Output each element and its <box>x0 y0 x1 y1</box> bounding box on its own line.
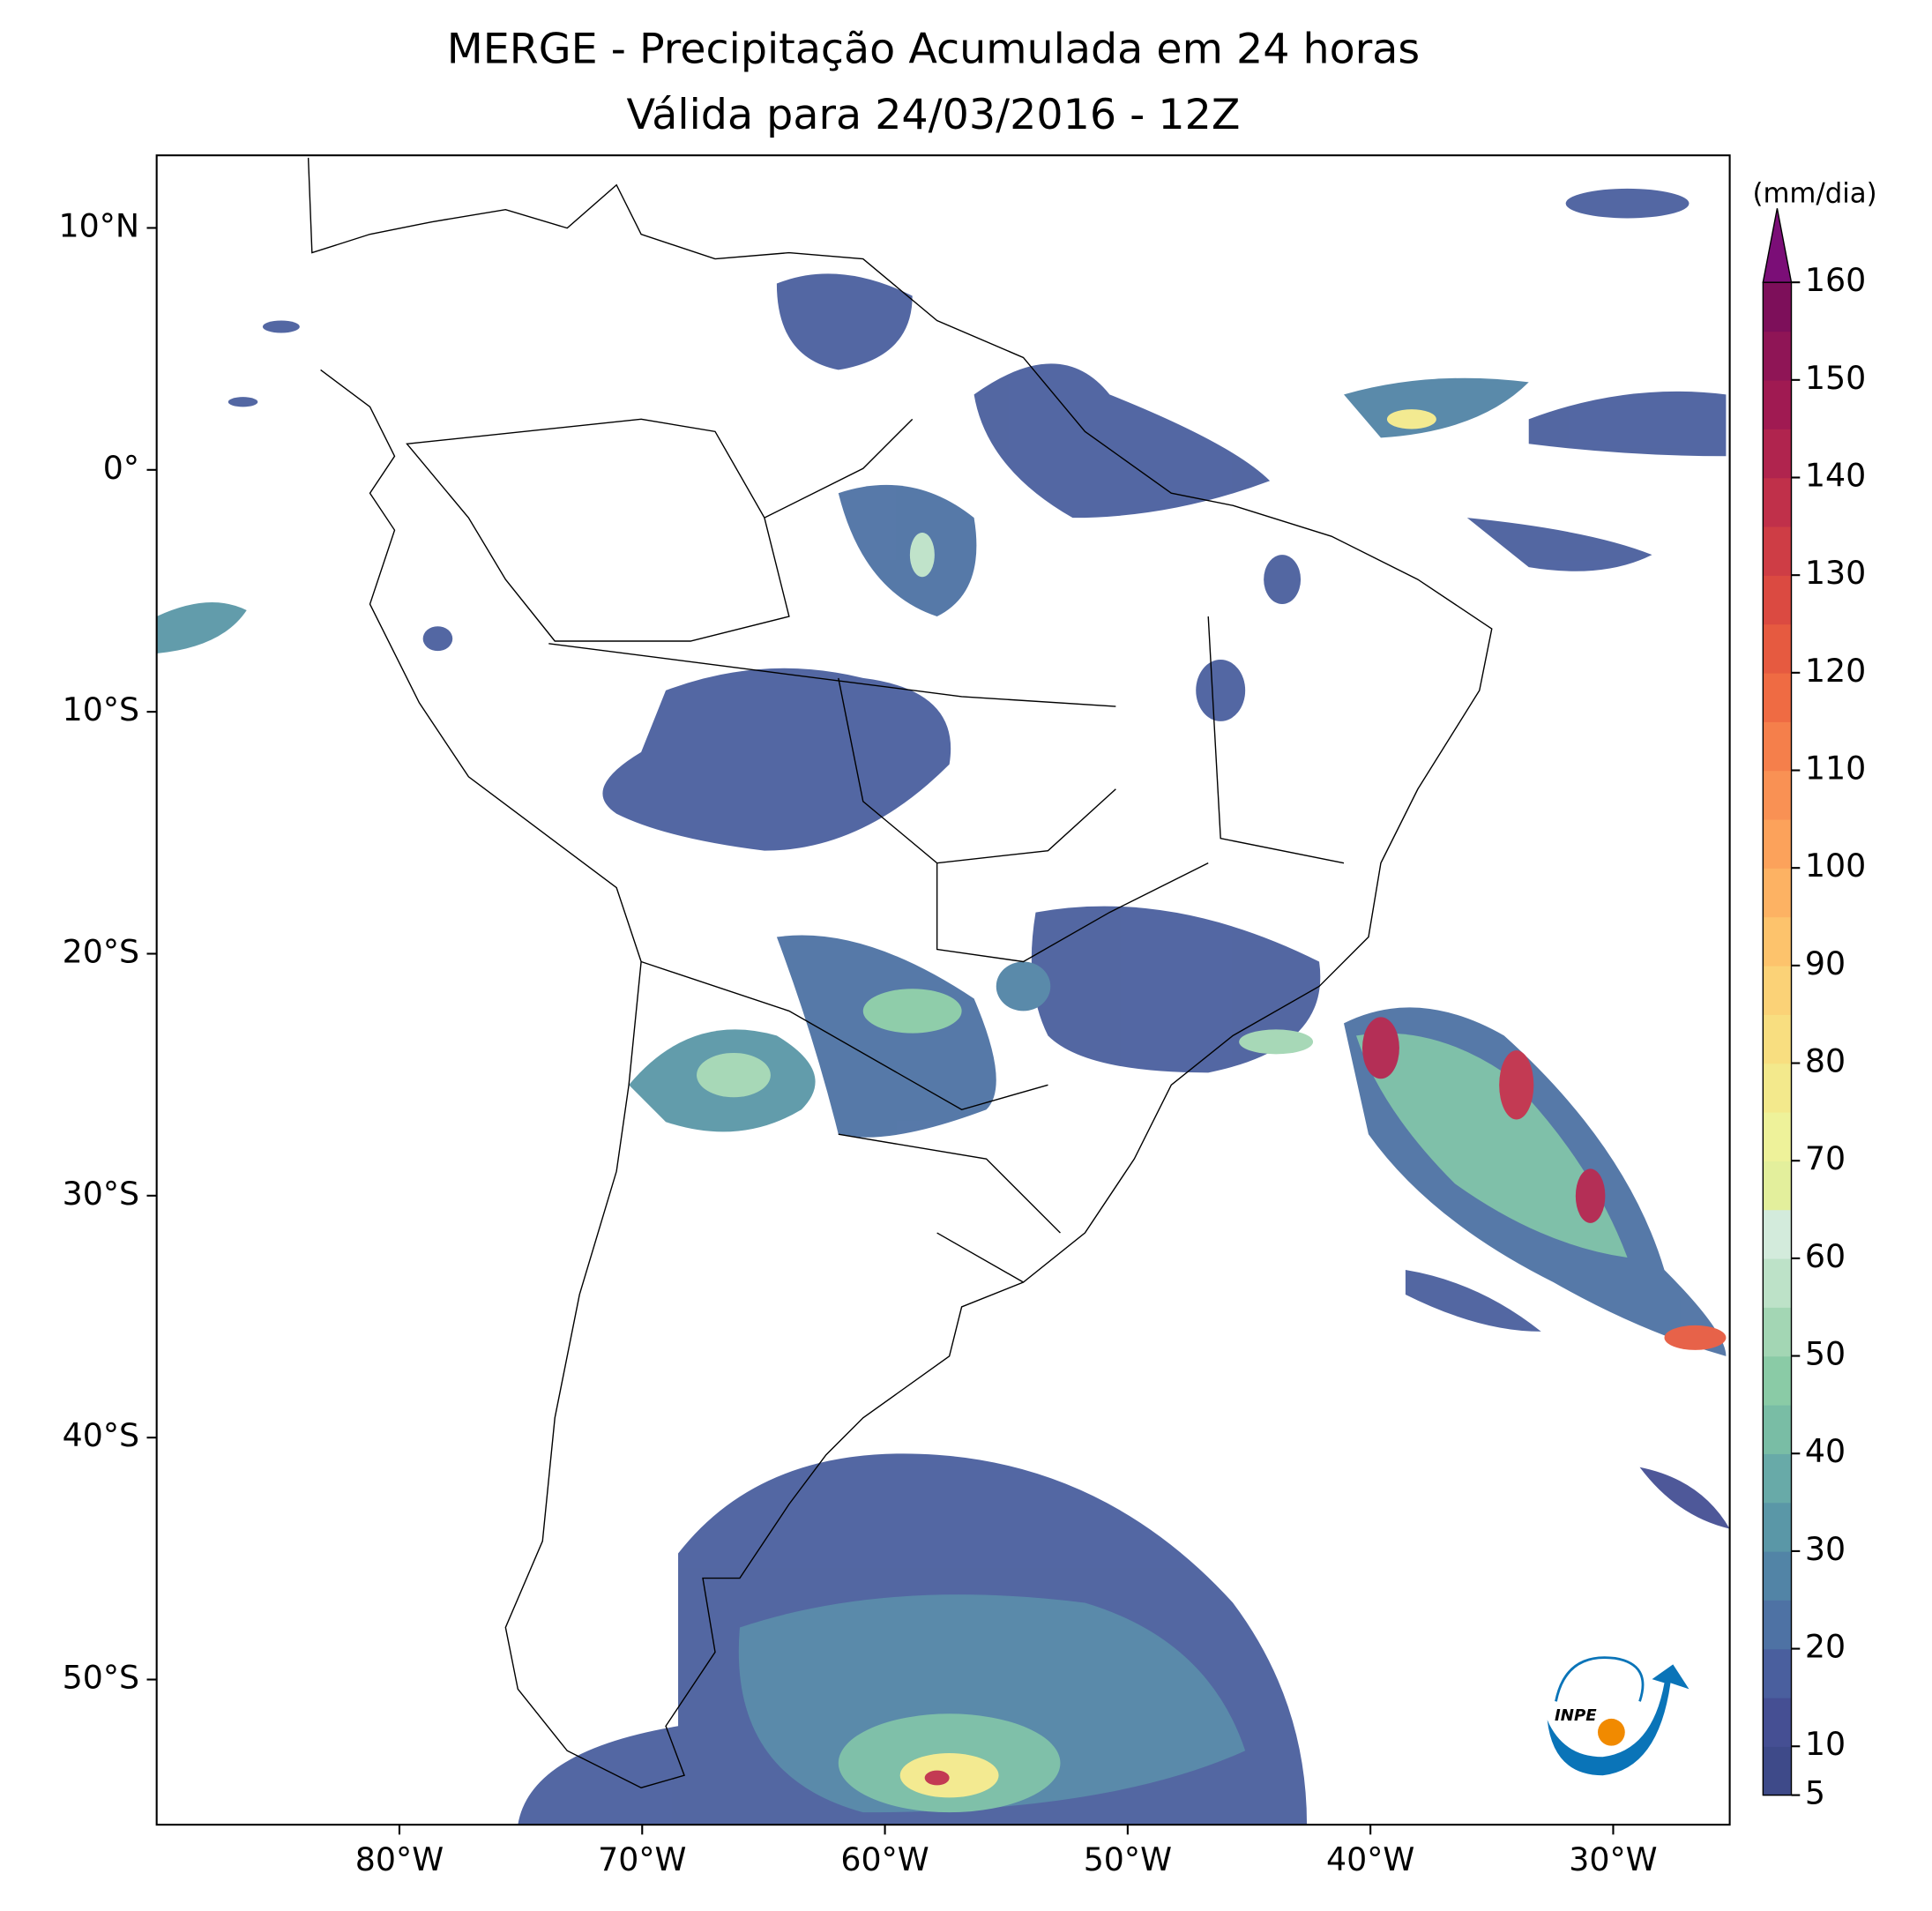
colorbar-band <box>1763 1258 1792 1308</box>
colorbar-band <box>1763 331 1792 381</box>
colorbar-band <box>1763 1307 1792 1357</box>
colorbar-tick-label: 10 <box>1805 1725 1846 1763</box>
colorbar-tick-label: 80 <box>1805 1042 1846 1080</box>
colorbar-band <box>1763 526 1792 576</box>
colorbar-band <box>1763 379 1792 429</box>
colorbar-band <box>1763 623 1792 674</box>
y-tick-label: 40°S <box>63 1416 139 1454</box>
colorbar-band <box>1763 429 1792 479</box>
colorbar-band <box>1763 1111 1792 1161</box>
colorbar-tick-label: 20 <box>1805 1628 1846 1666</box>
precipitation <box>156 188 1730 1825</box>
colorbar-band <box>1763 1746 1792 1796</box>
colorbar-band <box>1763 1648 1792 1698</box>
inpe-logo: INPE <box>1547 1656 1690 1776</box>
colorbar-tick-label: 150 <box>1805 359 1866 397</box>
colorbar-tick-label: 30 <box>1805 1530 1846 1568</box>
y-tick-label: 10°S <box>63 690 139 728</box>
x-tick-label: 50°W <box>1084 1840 1172 1878</box>
x-tick-label: 80°W <box>355 1840 444 1878</box>
colorbar-band <box>1763 1404 1792 1454</box>
colorbar-band <box>1763 282 1792 332</box>
map-frame <box>155 154 1731 1826</box>
colorbar-band <box>1763 965 1792 1015</box>
x-tick-label: 60°W <box>840 1840 929 1878</box>
colorbar-band <box>1763 1600 1792 1650</box>
colorbar-tick-label: 90 <box>1805 944 1846 982</box>
colorbar-band <box>1763 1355 1792 1406</box>
title: MERGE - Precipitação Acumulada em 24 hor… <box>447 26 1420 74</box>
colorbar-band <box>1763 1697 1792 1747</box>
colorbar-tick-label: 60 <box>1805 1237 1846 1275</box>
colorbar-tick-label: 50 <box>1805 1335 1846 1373</box>
colorbar-extend <box>1762 208 1793 283</box>
colorbar-tick-label: 40 <box>1805 1432 1846 1470</box>
colorbar-tick-label: 5 <box>1805 1774 1825 1812</box>
colorbar-band <box>1763 1063 1792 1113</box>
colorbar-band <box>1763 1453 1792 1504</box>
subtitle: Válida para 24/03/2016 - 12Z <box>626 91 1240 139</box>
x-tick-label: 30°W <box>1569 1840 1657 1878</box>
colorbar-band <box>1763 477 1792 527</box>
colorbar-tick-label: 130 <box>1805 554 1866 592</box>
colorbar-band <box>1763 672 1792 722</box>
colorbar-frame <box>1762 281 1793 1796</box>
colorbar-tick-label: 160 <box>1805 261 1866 299</box>
colorbar-band <box>1763 770 1792 820</box>
colorbar-tick-label: 120 <box>1805 652 1866 690</box>
colorbar-tick-label: 100 <box>1805 847 1866 885</box>
colorbar-band <box>1763 916 1792 967</box>
colorbar-band <box>1763 721 1792 772</box>
colorbar-tick-label: 110 <box>1805 750 1866 788</box>
y-tick-label: 30°S <box>63 1175 139 1213</box>
colorbar-band <box>1763 1502 1792 1552</box>
y-tick-label: 50°S <box>63 1659 139 1697</box>
colorbar-band <box>1763 868 1792 918</box>
colorbar-band <box>1763 818 1792 869</box>
x-tick-label: 40°W <box>1326 1840 1414 1878</box>
colorbar-tick-label: 140 <box>1805 457 1866 495</box>
y-tick-label: 10°N <box>59 206 140 244</box>
colorbar-band <box>1763 575 1792 625</box>
coastlines <box>307 157 1493 1788</box>
y-tick-label: 0° <box>103 449 139 487</box>
colorbar-band <box>1763 1014 1792 1064</box>
colorbar-band <box>1763 1550 1792 1601</box>
logo-text: INPE <box>1555 1706 1597 1725</box>
x-tick-label: 70°W <box>598 1840 686 1878</box>
colorbar-band <box>1763 1161 1792 1211</box>
colorbar-band <box>1763 1209 1792 1259</box>
colorbar-label: (mm/dia) <box>1752 177 1876 209</box>
map-layer: INPE <box>156 157 1730 1825</box>
colorbar-tick-label: 70 <box>1805 1139 1846 1177</box>
y-tick-label: 20°S <box>63 932 139 970</box>
